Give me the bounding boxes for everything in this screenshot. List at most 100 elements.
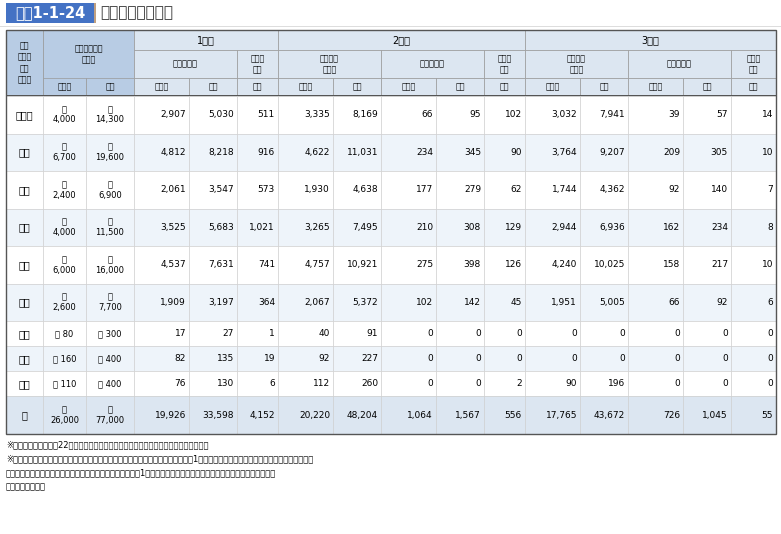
Bar [134,347,189,372]
Bar [237,171,278,209]
Text: 27: 27 [223,329,234,339]
Text: 209: 209 [663,148,680,157]
Bar [237,78,278,96]
Bar [683,372,731,396]
Text: 135: 135 [217,355,234,364]
Bar [333,372,381,396]
Text: 9,207: 9,207 [599,148,625,157]
Text: 0: 0 [674,329,680,339]
Bar [6,134,43,171]
Text: 約
6,000: 約 6,000 [52,255,77,274]
Bar [333,134,381,171]
Bar [278,321,333,347]
Bar [333,171,381,209]
Bar [134,396,189,434]
Bar [580,96,628,134]
Text: 398: 398 [464,261,481,270]
Text: 0: 0 [476,329,481,339]
Bar [237,134,278,171]
Bar [628,321,683,347]
Bar [381,209,436,246]
Text: 人数: 人数 [455,82,465,91]
Text: 556: 556 [505,411,522,420]
Bar [189,321,237,347]
Bar [333,96,381,134]
Bar [6,396,43,434]
Text: 葛尾: 葛尾 [19,329,30,339]
Text: 人数: 人数 [702,82,711,91]
Bar [436,284,484,321]
Bar [628,284,683,321]
Bar [436,396,484,434]
Text: 140: 140 [711,185,728,194]
Text: 大熊: 大熊 [19,223,30,232]
Text: 2,061: 2,061 [160,185,186,194]
Bar [580,284,628,321]
Bar [237,396,278,434]
Text: 6: 6 [767,298,773,307]
Text: 富岡: 富岡 [19,260,30,270]
Bar [333,284,381,321]
Bar [237,209,278,246]
Bar [6,3,94,23]
Text: 台数: 台数 [749,82,758,91]
Text: 1,045: 1,045 [702,411,728,420]
Text: ※全体の数値は，平成22年度国勢調査及び各市町村データ（復旧計画等）からの概数。: ※全体の数値は，平成22年度国勢調査及び各市町村データ（復旧計画等）からの概数。 [6,440,209,449]
Text: 305: 305 [711,148,728,157]
Text: 人数: 人数 [352,82,362,91]
Text: 57: 57 [716,111,728,119]
Text: 217: 217 [711,261,728,270]
Text: 33,598: 33,598 [202,411,234,420]
Bar [683,284,731,321]
Text: 約
16,000: 約 16,000 [95,255,124,274]
Bar [43,321,86,347]
Bar [683,96,731,134]
Bar [43,396,86,434]
Text: 0: 0 [476,355,481,364]
Text: 約
4,000: 約 4,000 [52,218,77,237]
Text: 40: 40 [319,329,330,339]
Text: 3,547: 3,547 [209,185,234,194]
Text: 2: 2 [516,380,522,388]
Bar [731,246,776,284]
Bar [333,347,381,372]
Text: 102: 102 [415,298,433,307]
Text: 7,631: 7,631 [209,261,234,270]
Text: 5,030: 5,030 [209,111,234,119]
Text: 世帯数: 世帯数 [648,82,662,91]
Text: 11,031: 11,031 [347,148,378,157]
Text: 4,240: 4,240 [551,261,577,270]
Text: 川内: 川内 [19,354,30,364]
Bar [731,284,776,321]
Text: 田村: 田村 [19,379,30,389]
Text: 66: 66 [669,298,680,307]
Bar [237,246,278,284]
Bar [580,372,628,396]
Bar [731,347,776,372]
Bar [0,0,781,26]
Bar [134,321,189,347]
Bar [731,321,776,347]
Bar [43,171,86,209]
Text: 計: 計 [22,410,27,420]
Bar [6,321,43,347]
Bar [134,171,189,209]
Bar [189,246,237,284]
Text: 0: 0 [767,329,773,339]
Text: 約 160: 約 160 [53,355,77,364]
Bar [628,171,683,209]
Text: 南相馬: 南相馬 [16,110,34,120]
Text: 196: 196 [608,380,625,388]
Text: 台数: 台数 [500,82,509,91]
Text: 車持ち
出し: 車持ち 出し [747,54,761,74]
Bar [525,284,580,321]
Text: 車持ち
出し: 車持ち 出し [251,54,265,74]
Text: 6: 6 [269,380,275,388]
Text: 約 80: 約 80 [55,329,73,339]
Bar [278,30,525,50]
Text: 人数: 人数 [599,82,608,91]
Bar [731,134,776,171]
Bar [484,284,525,321]
Bar [525,134,580,171]
Bar [278,209,333,246]
